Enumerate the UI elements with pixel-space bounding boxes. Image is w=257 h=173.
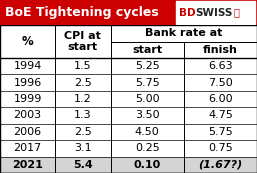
Text: BoE Tightening cycles: BoE Tightening cycles bbox=[5, 6, 159, 19]
Text: 1996: 1996 bbox=[14, 78, 42, 88]
Text: Bank rate at: Bank rate at bbox=[145, 28, 223, 38]
Text: 4.75: 4.75 bbox=[208, 111, 233, 120]
Text: 2.5: 2.5 bbox=[74, 78, 92, 88]
Text: 7.50: 7.50 bbox=[208, 78, 233, 88]
Text: 0.75: 0.75 bbox=[208, 143, 233, 153]
Text: 1.2: 1.2 bbox=[74, 94, 92, 104]
Text: start: start bbox=[132, 45, 162, 55]
Text: 0.25: 0.25 bbox=[135, 143, 160, 153]
Text: 2006: 2006 bbox=[14, 127, 42, 137]
Text: 4.50: 4.50 bbox=[135, 127, 160, 137]
Text: (1.67?): (1.67?) bbox=[198, 160, 243, 170]
Text: 1.3: 1.3 bbox=[74, 111, 92, 120]
Bar bbox=[176, 1, 255, 24]
Text: CPI at
start: CPI at start bbox=[65, 31, 101, 52]
Text: 3.50: 3.50 bbox=[135, 111, 159, 120]
Text: ⮕: ⮕ bbox=[234, 8, 240, 17]
Text: SWISS: SWISS bbox=[195, 8, 233, 17]
Text: 3.1: 3.1 bbox=[74, 143, 92, 153]
Text: 5.00: 5.00 bbox=[135, 94, 159, 104]
Text: 1999: 1999 bbox=[13, 94, 42, 104]
Bar bbox=[0, 157, 257, 173]
Text: 2017: 2017 bbox=[14, 143, 42, 153]
Text: 1.5: 1.5 bbox=[74, 61, 92, 71]
Text: 2021: 2021 bbox=[12, 160, 43, 170]
Text: 5.4: 5.4 bbox=[73, 160, 93, 170]
Text: 1994: 1994 bbox=[13, 61, 42, 71]
Text: 5.75: 5.75 bbox=[135, 78, 160, 88]
Text: finish: finish bbox=[203, 45, 238, 55]
Text: 5.75: 5.75 bbox=[208, 127, 233, 137]
Text: 6.00: 6.00 bbox=[208, 94, 233, 104]
Text: 2.5: 2.5 bbox=[74, 127, 92, 137]
Text: 0.10: 0.10 bbox=[133, 160, 161, 170]
Text: BD: BD bbox=[179, 8, 195, 17]
Text: 2003: 2003 bbox=[14, 111, 42, 120]
Text: 5.25: 5.25 bbox=[135, 61, 160, 71]
Text: %: % bbox=[22, 35, 33, 48]
Text: 6.63: 6.63 bbox=[208, 61, 233, 71]
